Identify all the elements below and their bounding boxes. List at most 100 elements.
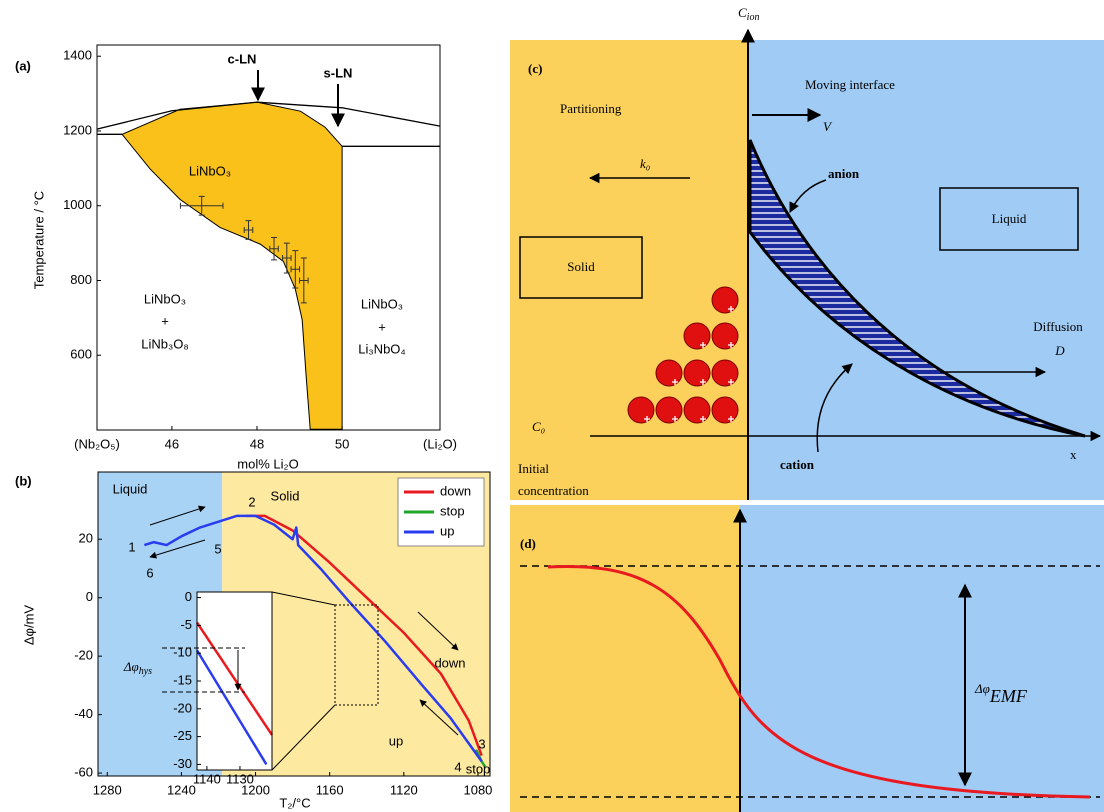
zoom-connector: [271, 591, 336, 606]
series-line: [246, 514, 483, 756]
liquid-box: [939, 187, 1079, 251]
y-tick-label: -15: [173, 672, 192, 687]
series-line: [195, 649, 268, 766]
panel-d: (d) ΔφEMF: [510, 505, 1104, 812]
plus-sign: [700, 342, 706, 348]
y-tick-label: 0: [185, 589, 192, 604]
emf-main: Δφ: [974, 681, 990, 696]
annotation: c-LN: [228, 51, 257, 66]
y-tick-label: 600: [70, 347, 92, 362]
liquid-region: [740, 505, 1104, 812]
plus-sign: [644, 416, 650, 422]
zoom-box: [334, 604, 379, 706]
annotation: 3: [478, 736, 485, 751]
cation-ball: [655, 359, 683, 387]
annotation: LiNbO₃: [144, 291, 186, 306]
y-tick-label: -5: [180, 617, 192, 632]
y-tick-label: -25: [173, 728, 192, 743]
annotation: +: [161, 313, 169, 328]
y-tick-label: -40: [74, 706, 93, 721]
legend-label: down: [440, 483, 471, 498]
legend-label: stop: [440, 503, 465, 518]
x-tick-label: 1140: [193, 771, 221, 786]
chart: 600 800 1000 1200 1400 (Nb₂O₅) 46 48 50 (Li₂O) (a)…: [15, 44, 457, 471]
arrow: [417, 611, 459, 651]
v-label: V: [823, 119, 833, 134]
legend-label: up: [440, 523, 454, 538]
annotation: Liquid: [113, 481, 148, 496]
d-label: D: [1054, 343, 1065, 358]
cation-ball: [683, 322, 711, 350]
y-tick-label: 1400: [63, 48, 92, 63]
x-tick-label: 48: [250, 436, 264, 451]
series-line: [143, 514, 483, 763]
emf-label: ΔφEMF: [974, 681, 1028, 706]
x-tick-label: 1080: [463, 782, 492, 797]
axis-label: Cion: [738, 5, 759, 23]
cation-balls: [627, 286, 739, 424]
annotation: Solid: [271, 488, 300, 503]
solid-region: [510, 40, 748, 500]
cation-ball: [683, 359, 711, 387]
y-tick-label: -20: [74, 648, 93, 663]
cation-ball: [711, 286, 739, 314]
series-line: [96, 101, 441, 130]
annotation: 2: [248, 494, 255, 509]
series-line: [474, 749, 487, 768]
plot-frame: [97, 471, 491, 777]
zoom-connector: [271, 704, 336, 771]
axis-label-sub: ion: [747, 12, 760, 23]
y-tick-label: 0: [86, 589, 93, 604]
arrow: [149, 505, 206, 526]
annotation: Δφhys: [123, 659, 152, 677]
annotation: s-LN: [324, 65, 353, 80]
x-axis-label: mol% Li₂O: [237, 456, 298, 471]
plus-sign: [672, 416, 678, 422]
x-tick-label: 1130: [226, 771, 254, 786]
cation-ball: [655, 396, 683, 424]
annotation: 4: [454, 759, 461, 774]
k0-label: k₀: [640, 156, 650, 171]
y-axis-label: Δφ/mV: [21, 605, 36, 646]
cation-ball: [711, 322, 739, 350]
panel-label: (c): [528, 61, 542, 76]
annotation: stop: [466, 761, 491, 776]
plus-sign: [700, 379, 706, 385]
y-tick-label: -60: [74, 765, 93, 780]
y-tick-label: 1000: [63, 197, 92, 212]
x-tick-label: 1200: [241, 782, 270, 797]
x-tick-label: 1120: [390, 782, 418, 797]
y-tick-label: -10: [173, 645, 192, 660]
region: [121, 101, 343, 430]
x-tick-label: (Li₂O): [423, 436, 457, 451]
emf-sub: EMF: [989, 686, 1028, 706]
panel-label: (b): [15, 473, 32, 488]
annotation: up: [389, 733, 403, 748]
y-tick-label: 1200: [63, 122, 92, 137]
initial-label: Initial: [518, 461, 549, 476]
arrow: [149, 539, 206, 559]
annotation: down: [434, 655, 465, 670]
arrow: [419, 699, 459, 736]
annotation: LiNbO₃: [361, 296, 403, 311]
x-tick-label: 1240: [167, 782, 196, 797]
y-tick-label: 20: [79, 531, 93, 546]
plus-sign: [672, 379, 678, 385]
plot-frame: [96, 44, 441, 431]
x-axis-label: T₂/°C: [279, 795, 310, 810]
error-bar-x: [290, 266, 301, 273]
annotation: LiNbO₃: [189, 163, 231, 178]
plus-sign: [728, 379, 734, 385]
plus-sign: [728, 342, 734, 348]
x-tick-label: 46: [165, 436, 179, 451]
plus-sign: [728, 416, 734, 422]
annotation-sub: hys: [139, 666, 152, 677]
panel-c: Cion (c) Partitioning k₀ Moving interfac…: [510, 5, 1104, 500]
annotation: 6: [146, 565, 153, 580]
ion-band: [748, 139, 1086, 438]
annotation: 5: [214, 541, 221, 556]
x-label: x: [1070, 447, 1077, 462]
error-bar-x: [282, 255, 292, 262]
